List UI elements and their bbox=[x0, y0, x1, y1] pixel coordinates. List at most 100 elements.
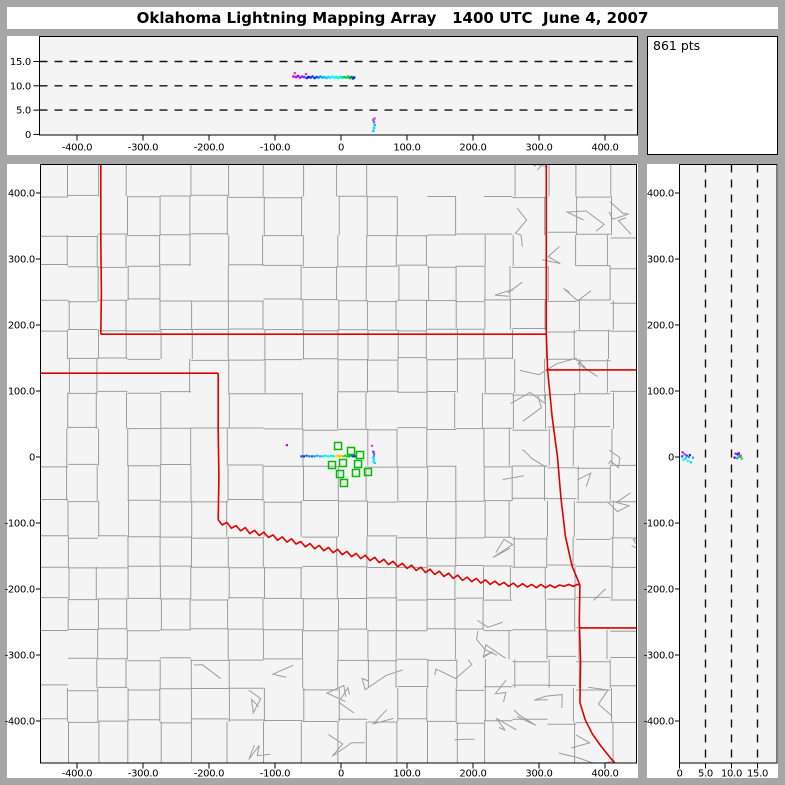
map-x-tick-label: 0 bbox=[338, 769, 344, 780]
points-count-box bbox=[647, 36, 778, 155]
ns-plot-area[interactable] bbox=[679, 164, 778, 764]
lightning-source-point bbox=[324, 454, 327, 457]
lightning-source-point bbox=[293, 71, 296, 75]
lightning-source-point bbox=[330, 454, 333, 457]
lightning-source-point bbox=[300, 455, 303, 458]
lma-station-marker bbox=[363, 467, 373, 477]
state-boundary bbox=[545, 334, 581, 586]
lightning-source-point bbox=[740, 456, 743, 459]
lightning-source-point bbox=[321, 76, 324, 79]
ns-y-tick-label: -200.0 bbox=[644, 585, 674, 596]
ew-y-tick-label: 0 bbox=[25, 130, 31, 141]
lightning-source-point bbox=[343, 75, 346, 79]
ns-plot-content bbox=[681, 164, 759, 763]
ew-altitude-panel[interactable]: -400.0 -300.0 -200.0 -100.0 0 100.0 200.0 300.0… bbox=[10, 36, 638, 154]
lightning-source-point bbox=[691, 456, 695, 459]
lightning-source-point bbox=[341, 455, 345, 458]
lightning-source-point bbox=[686, 459, 689, 463]
map-y-tick-label: 0 bbox=[29, 453, 35, 464]
state-boundary bbox=[217, 519, 581, 589]
lightning-source-point bbox=[305, 454, 308, 457]
lightning-source-point bbox=[372, 129, 375, 133]
lightning-source-point bbox=[336, 454, 339, 457]
lightning-source-point bbox=[353, 455, 356, 458]
ew-plot-area[interactable] bbox=[39, 36, 638, 136]
lightning-source-point bbox=[734, 452, 737, 455]
map-y-tick-label: 400.0 bbox=[8, 189, 35, 200]
lightning-source-point bbox=[331, 75, 334, 78]
lightning-source-point bbox=[339, 454, 343, 457]
lightning-source-point bbox=[373, 123, 376, 127]
map-x-tick-label: 200.0 bbox=[459, 769, 486, 780]
lma-station-marker bbox=[335, 469, 345, 479]
lma-station-marker bbox=[333, 441, 343, 451]
lightning-source-point bbox=[738, 453, 741, 457]
lightning-source-point bbox=[304, 72, 308, 76]
lightning-source-point bbox=[332, 455, 335, 458]
lightning-source-point bbox=[296, 74, 300, 78]
lightning-source-point bbox=[347, 75, 350, 78]
ew-x-tick-label: -300.0 bbox=[128, 143, 158, 154]
lightning-source-point bbox=[317, 76, 320, 79]
lightning-source-point bbox=[309, 76, 312, 79]
ew-x-tick-label: 300.0 bbox=[525, 143, 552, 154]
lightning-source-point bbox=[683, 453, 686, 456]
ew-x-tick-label: 100.0 bbox=[393, 143, 420, 154]
lightning-source-point bbox=[305, 76, 308, 80]
lightning-source-point bbox=[372, 458, 376, 461]
map-x-tick-label: 400.0 bbox=[591, 769, 618, 780]
ns-x-tick-label: 0 bbox=[676, 769, 682, 780]
lightning-source-point bbox=[294, 75, 298, 79]
lightning-source-point bbox=[316, 454, 319, 457]
lightning-source-point bbox=[682, 458, 685, 461]
lightning-source-point bbox=[345, 76, 348, 79]
map-plot-area[interactable] bbox=[40, 164, 637, 764]
county-boundaries bbox=[40, 164, 637, 763]
points-count-panel: 861 pts bbox=[647, 36, 778, 155]
ew-plot-content bbox=[39, 60, 638, 133]
lightning-source-point bbox=[321, 455, 324, 458]
lightning-source-point bbox=[373, 117, 376, 120]
lightning-source-point bbox=[372, 452, 376, 455]
ew-y-tick-label: 15.0 bbox=[10, 57, 31, 68]
lightning-source-point bbox=[372, 460, 375, 463]
lightning-source-point bbox=[285, 444, 288, 447]
ns-y-tick-label: 300.0 bbox=[647, 255, 674, 266]
ns-y-tick-label: -100.0 bbox=[644, 519, 674, 530]
lightning-source-point bbox=[737, 455, 740, 458]
lightning-source-point bbox=[337, 76, 340, 80]
ew-x-tick-label: 0 bbox=[338, 143, 344, 154]
ns-altitude-panel[interactable]: 0 5.0 10.0 15.0 400.0 300.0 200.0 100.0 0 -100.0 -… bbox=[644, 164, 778, 780]
map-x-tick-label: -100.0 bbox=[260, 769, 290, 780]
lightning-source-point bbox=[740, 457, 743, 461]
lma-station-marker bbox=[339, 478, 349, 488]
ns-y-tick-label: -300.0 bbox=[644, 651, 674, 662]
ns-y-tick-label: 200.0 bbox=[647, 321, 674, 332]
lightning-source-point bbox=[318, 455, 321, 458]
ns-y-tick-label: 400.0 bbox=[647, 189, 674, 200]
lightning-source-point bbox=[347, 455, 351, 458]
map-plot-content bbox=[40, 164, 637, 763]
lightning-source-point bbox=[349, 454, 352, 457]
lightning-source-point bbox=[351, 77, 355, 80]
lightning-source-point bbox=[343, 454, 347, 457]
map-plot-axes: -400.0 -300.0 -200.0 -100.0 0 100.0 200.0 300.0… bbox=[5, 189, 619, 780]
lightning-source-point bbox=[373, 461, 376, 465]
plan-view-map-panel[interactable]: -400.0 -300.0 -200.0 -100.0 0 100.0 200.0 300.0… bbox=[5, 150, 641, 780]
lightning-source-point bbox=[292, 75, 295, 78]
map-x-tick-label: -400.0 bbox=[62, 769, 92, 780]
page-title: Oklahoma Lightning Mapping Array 1400 UT… bbox=[136, 9, 649, 27]
separator-top bbox=[7, 29, 778, 36]
lma-station-marker bbox=[327, 460, 337, 470]
lightning-source-point bbox=[302, 455, 306, 458]
ns-y-tick-label: 0 bbox=[668, 453, 674, 464]
lightning-source-point bbox=[302, 75, 306, 79]
lma-station-marker bbox=[353, 459, 363, 469]
ew-x-tick-label: -400.0 bbox=[62, 143, 92, 154]
lightning-source-point bbox=[685, 454, 688, 457]
lightning-source-point bbox=[348, 76, 351, 80]
lightning-source-point bbox=[372, 121, 376, 124]
lightning-source-point bbox=[681, 455, 684, 458]
ew-x-tick-label: 400.0 bbox=[591, 143, 618, 154]
ns-plot-axes: 0 5.0 10.0 15.0 400.0 300.0 200.0 100.0 0 -100.0 -… bbox=[644, 189, 769, 780]
